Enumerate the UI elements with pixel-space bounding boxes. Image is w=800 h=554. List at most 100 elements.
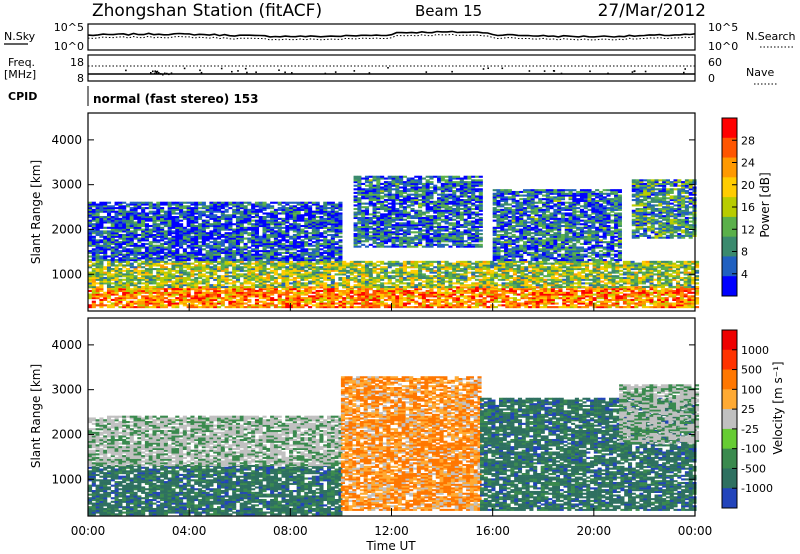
heatmap-cell [596,288,601,291]
heatmap-cell [463,276,468,280]
heatmap-cell [296,289,301,293]
heatmap-cell [141,302,146,305]
heatmap-cell [452,291,457,294]
heatmap-cell [228,241,233,244]
heatmap-cell [148,233,153,237]
heatmap-cell [281,291,286,294]
heatmap-cell [584,282,590,285]
heatmap-cell [573,264,578,267]
heatmap-cell [137,248,142,251]
heatmap-cell [634,288,639,291]
heatmap-cell [516,278,521,281]
heatmap-cell [220,257,225,260]
heatmap-cell [630,268,635,271]
heatmap-cell [152,235,157,238]
heatmap-cell [459,275,464,278]
heatmap-cell [349,269,354,272]
heatmap-cell [524,300,529,303]
heatmap-cell [292,278,297,281]
heatmap-cell [163,300,168,303]
heatmap-cell [607,264,612,267]
heatmap-cell [270,289,275,293]
heatmap-cell [144,248,149,251]
heatmap-cell [410,276,415,280]
heatmap-cell [338,264,343,267]
heatmap-cell [175,216,180,219]
heatmap-cell [319,295,324,298]
heatmap-cell [262,276,267,280]
heatmap-cell [357,289,362,293]
heatmap-cell [391,298,396,301]
heatmap-cell [296,291,301,294]
heatmap-cell [198,271,203,274]
heatmap-cell [247,250,252,253]
heatmap-cell [122,266,127,269]
heatmap-cell [190,212,195,215]
heatmap-cell [129,288,134,291]
heatmap-cell [171,223,176,226]
heatmap-cell [106,226,112,229]
heatmap-cell [611,280,616,283]
heatmap-cell [323,304,328,307]
heatmap-cell [194,212,199,215]
heatmap-cell [220,297,225,300]
heatmap-cell [592,264,597,267]
heatmap-cell [144,232,149,235]
heatmap-cell [676,280,681,283]
heatmap-cell [383,275,388,278]
heatmap-cell [345,300,351,303]
heatmap-cell [163,278,168,281]
heatmap-cell [376,284,381,287]
heatmap-cell [676,275,681,278]
heatmap-cell [368,285,373,288]
heatmap-cell [619,276,624,280]
heatmap-cell [95,212,100,215]
heatmap-cell [167,223,172,226]
heatmap-cell [125,284,131,287]
heatmap-cell [106,293,112,296]
heatmap-cell [679,278,684,281]
heatmap-cell [372,297,377,300]
heatmap-cell [182,207,187,210]
heatmap-cell [91,304,96,307]
heatmap-cell [141,278,146,281]
heatmap-cell [114,259,119,262]
heatmap-cell [91,306,96,309]
heatmap-cell [194,217,199,220]
heatmap-cell [239,266,244,269]
heatmap-cell [141,262,146,265]
noise-search-trace [87,33,696,41]
heatmap-cell [251,224,256,228]
heatmap-cell [676,302,681,305]
heatmap-cell [258,300,263,303]
heatmap-cell [129,295,134,298]
heatmap-cell [220,260,225,263]
heatmap-cell [520,288,525,291]
heatmap-cell [262,257,267,260]
heatmap-cell [232,262,237,265]
heatmap-cell [247,289,252,293]
heatmap-cell [342,297,347,300]
heatmap-cell [418,288,423,291]
heatmap-cell [201,306,206,309]
heatmap-cell [179,244,184,247]
heatmap-cell [201,233,206,237]
heatmap-cell [106,304,112,307]
heatmap-cell [505,262,510,265]
heatmap-cell [179,282,184,285]
heatmap-cell [251,223,256,226]
heatmap-cell [262,306,267,309]
heatmap-cell [615,269,620,272]
heatmap-cell [239,250,244,253]
heatmap-cell [497,269,502,272]
heatmap-cell [182,271,187,274]
heatmap-cell [410,297,415,300]
heatmap-cell [300,297,305,300]
heatmap-cell [573,273,578,276]
heatmap-cell [357,278,362,281]
heatmap-cell [679,286,684,289]
heatmap-cell [194,276,199,280]
heatmap-cell [144,295,149,298]
heatmap-cell [342,276,347,280]
heatmap-cell [672,266,677,269]
